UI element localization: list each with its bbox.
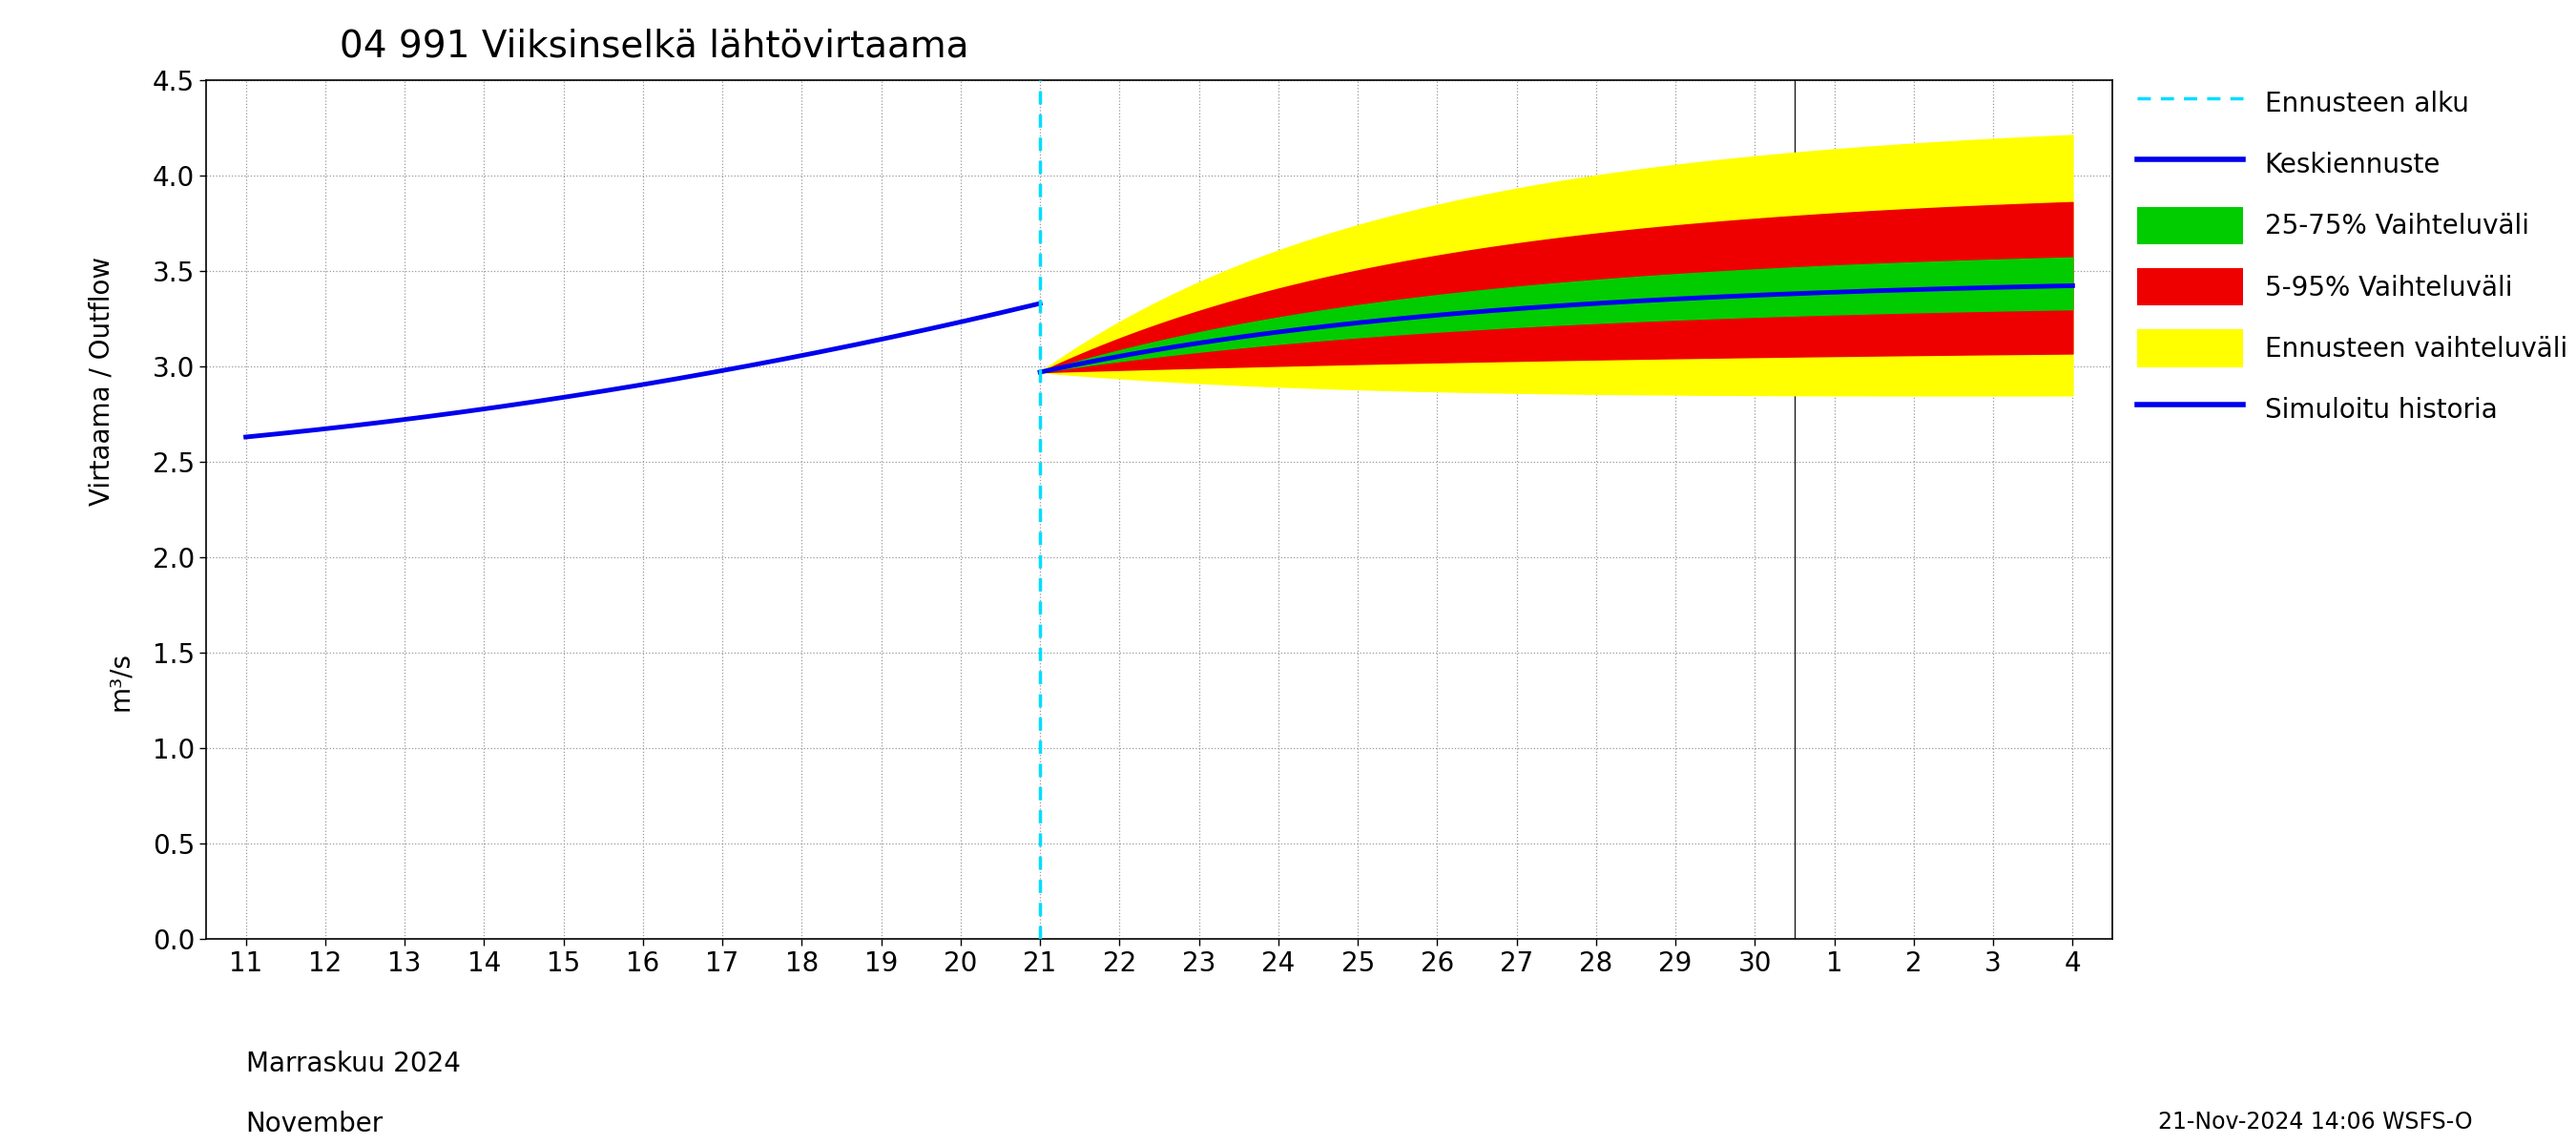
Text: November: November [245, 1111, 384, 1137]
Text: 21-Nov-2024 14:06 WSFS-O: 21-Nov-2024 14:06 WSFS-O [2159, 1111, 2473, 1134]
Text: m³/s: m³/s [108, 652, 134, 711]
Legend: Ennusteen alku, Keskiennuste, 25-75% Vaihteluväli, 5-95% Vaihteluväli, Ennusteen: Ennusteen alku, Keskiennuste, 25-75% Vai… [2130, 77, 2576, 436]
Text: 04 991 Viiksinselkä lähtövirtaama: 04 991 Viiksinselkä lähtövirtaama [340, 27, 969, 64]
Text: Marraskuu 2024: Marraskuu 2024 [245, 1051, 461, 1077]
Text: Virtaama / Outflow: Virtaama / Outflow [88, 256, 113, 505]
